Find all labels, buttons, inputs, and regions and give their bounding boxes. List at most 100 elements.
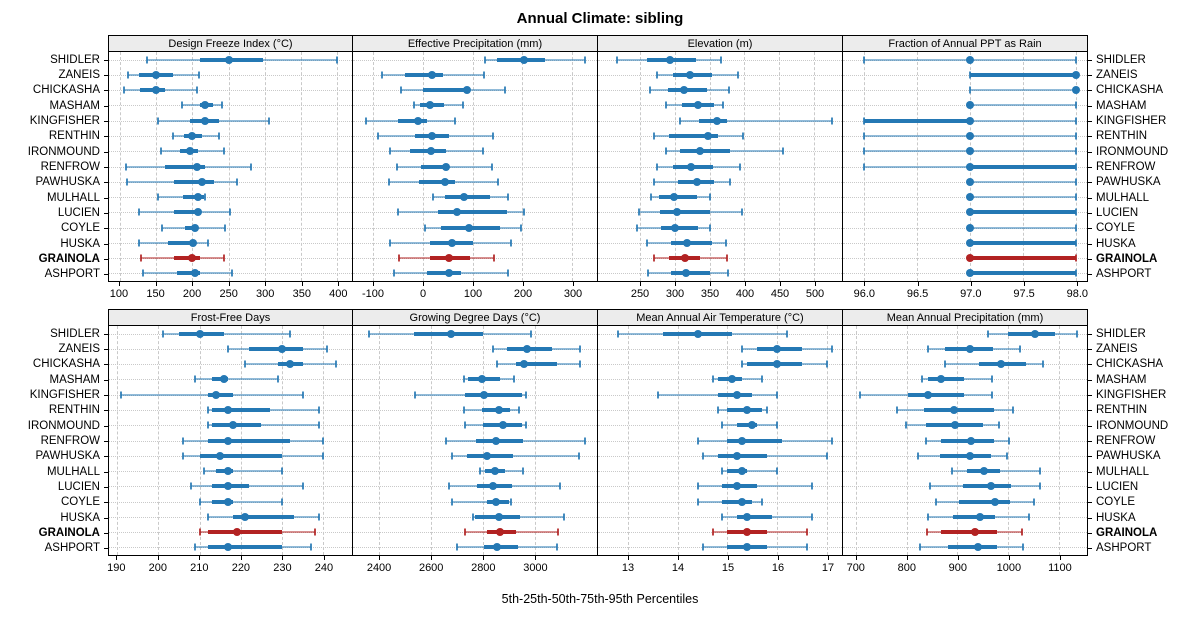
axis-tick (780, 282, 781, 286)
panel-strip-effective-precipitation-mm: Effective Precipitation (mm) (353, 35, 598, 52)
axis-tick (778, 556, 779, 560)
median-dot (1072, 70, 1081, 79)
station-label: MASHAM (49, 99, 100, 112)
whisker-cap (224, 224, 227, 232)
h-gridline (598, 471, 842, 473)
whisker-cap (638, 208, 641, 216)
median-dot (445, 254, 454, 263)
station-label: IRONMOUND (27, 145, 100, 158)
whisker-cap (969, 86, 972, 94)
median-dot (492, 497, 501, 506)
whisker-cap (396, 208, 399, 216)
station-label: RENFROW (1096, 161, 1156, 173)
whisker-cap (1075, 147, 1078, 155)
whisker-cap (991, 375, 994, 383)
whisker-cap (496, 360, 499, 368)
station-label: ZANEIS (1096, 343, 1138, 355)
axis-tick-label: 200 (513, 288, 533, 300)
row-tick (1088, 151, 1092, 153)
axis-tick-label: 96.0 (853, 288, 876, 300)
station-label: MASHAM (1096, 99, 1147, 112)
axis-tick-label: 1100 (1048, 562, 1072, 574)
station-label: ASHPORT (44, 542, 100, 555)
axis-tick-label: 97.0 (960, 288, 982, 300)
median-dot (966, 162, 975, 171)
station-label: LUCIEN (1096, 207, 1139, 219)
whisker-cap (562, 513, 565, 521)
h-gridline (598, 425, 842, 427)
whisker-cap (987, 330, 990, 338)
station-label: HUSKA (60, 511, 100, 524)
station-label: ZANEIS (58, 343, 100, 355)
whisker-cap (696, 482, 699, 490)
whisker-cap (289, 330, 292, 338)
whisker-cap (1075, 178, 1078, 186)
median-dot (733, 451, 742, 460)
median-dot (194, 193, 203, 202)
whisker-cap (497, 178, 500, 186)
h-gridline (843, 212, 1087, 214)
panel-strip-growing-degree-days-c: Growing Degree Days (°C) (353, 309, 598, 326)
station-label: CHICKASHA (1096, 84, 1164, 97)
whisker-cap (701, 452, 704, 460)
whisker-cap (197, 71, 200, 79)
row-tick (1088, 59, 1092, 61)
strip-spacer (1088, 309, 1200, 326)
median-dot (426, 101, 435, 110)
axis-tick-label: 500 (805, 288, 825, 300)
whisker-cap (721, 467, 724, 475)
whisker-cap (943, 360, 946, 368)
whisker-cap (558, 482, 561, 490)
axis-tick-label: 2400 (366, 562, 392, 574)
panel-strip-mean-annual-air-temperature-c: Mean Annual Air Temperature (°C) (598, 309, 843, 326)
axis-tick-label: 190 (107, 562, 126, 574)
median-dot (195, 329, 204, 338)
row-tick (1088, 471, 1092, 473)
h-gridline (843, 333, 1087, 335)
whisker-cap (206, 406, 209, 414)
whisker-cap (927, 513, 930, 521)
panel-axis-effective-precipitation-mm: -100 0 100 200 300 (353, 282, 598, 309)
axis-tick (970, 282, 972, 286)
row-tick (1088, 487, 1092, 488)
station-label: GRAINOLA (1096, 253, 1158, 265)
row-tick (104, 349, 108, 350)
whisker-cap (711, 528, 714, 536)
axis-tick (199, 556, 201, 560)
row-tick (104, 548, 108, 550)
h-gridline (353, 59, 597, 61)
median-dot (965, 451, 974, 460)
whisker-cap (250, 163, 253, 170)
whisker-cap (513, 375, 516, 383)
percentile-bar-25-75 (908, 392, 965, 397)
station-label: ASHPORT (1096, 268, 1152, 281)
whisker-cap (313, 528, 316, 536)
median-dot (976, 512, 985, 521)
axis-spacer (0, 282, 108, 309)
panel-plot-growing-degree-days-c (353, 326, 598, 556)
whisker-cap (483, 71, 486, 79)
median-dot (966, 131, 975, 140)
whisker-cap (636, 224, 639, 232)
whisker-cap (1075, 254, 1078, 262)
axis-tick-label: 250 (219, 288, 238, 300)
axis-spacer (1088, 556, 1200, 583)
panel-plot-fraction-of-annual-ppt-as-rain (843, 52, 1088, 282)
whisker-cap (1042, 360, 1045, 368)
whisker-cap (647, 269, 650, 277)
axis-tick (828, 556, 829, 560)
station-label: HUSKA (1096, 511, 1136, 524)
percentile-whisker-5-95 (970, 180, 1077, 183)
percentile-bar-25-75 (947, 545, 997, 550)
whisker-cap (583, 56, 586, 64)
row-tick (1088, 410, 1092, 412)
whisker-cap (491, 345, 494, 353)
whisker-cap (334, 360, 337, 368)
row-tick (1088, 379, 1092, 381)
whisker-cap (737, 71, 740, 79)
whisker-cap (194, 375, 197, 383)
whisker-cap (728, 178, 731, 186)
median-dot (951, 421, 960, 430)
axis-tick-label: 200 (182, 288, 202, 300)
whisker-cap (444, 437, 447, 444)
